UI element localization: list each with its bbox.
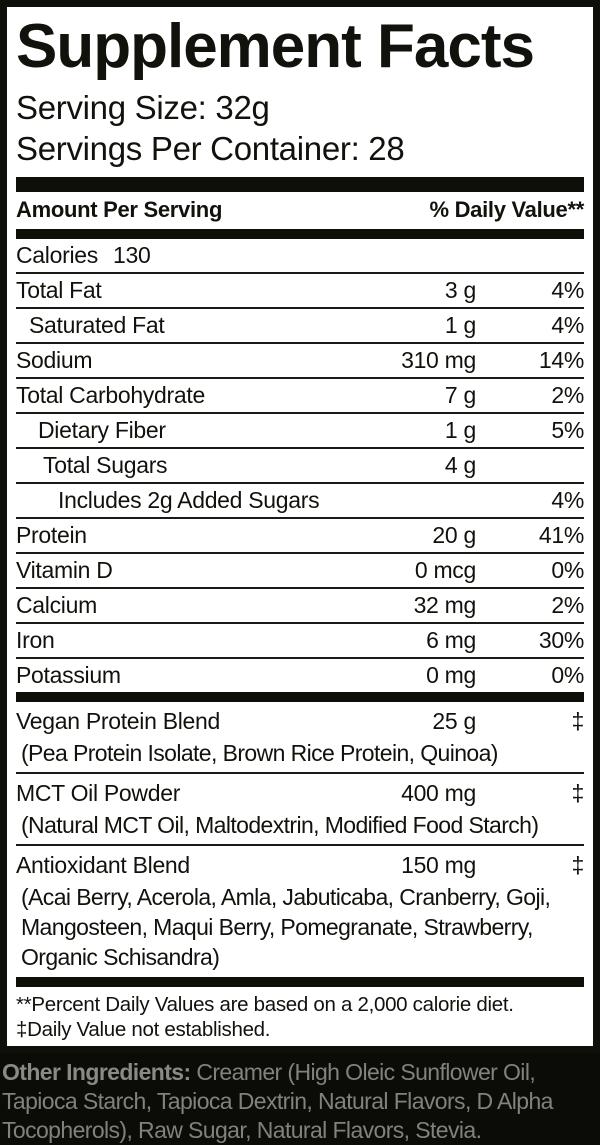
nutrient-amount: 0 mg — [426, 662, 476, 688]
nutrient-name: Iron — [16, 627, 55, 653]
nutrient-amount: 20 g — [432, 522, 476, 548]
blend-dv-symbol: ‡ — [571, 708, 585, 734]
nutrient-daily-value: 5% — [551, 417, 584, 443]
nutrient-daily-value: 0% — [551, 662, 584, 688]
nutrient-amount: 1 g — [444, 312, 476, 338]
serving-size: Serving Size: 32g — [16, 89, 270, 126]
calories-value: 130 — [112, 242, 151, 268]
calories-name: Calories — [16, 242, 98, 268]
footnotes: **Percent Daily Values are based on a 2,… — [16, 987, 584, 1044]
other-ingredients-text-1: Creamer (High Oleic Sunflower Oil, — [196, 1059, 536, 1085]
blend-dv-symbol: ‡ — [571, 780, 585, 806]
nutrient-row: Includes 2g Added Sugars 4% — [16, 484, 584, 519]
nutrient-row: Iron 6 mg 30% — [16, 624, 584, 659]
blend-name: Vegan Protein Blend — [16, 708, 221, 734]
divider-thick-top — [16, 177, 584, 192]
daily-value-header: % Daily Value** — [429, 197, 585, 222]
nutrient-daily-value: 30% — [538, 627, 584, 653]
blend-name: Antioxidant Blend — [16, 852, 190, 878]
blend-heading-row: Vegan Protein Blend 25 g ‡ — [16, 705, 584, 738]
blend-heading-row: Antioxidant Blend 150 mg ‡ — [16, 849, 584, 882]
nutrient-daily-value: 14% — [538, 347, 584, 373]
calories-row: Calories 130 — [16, 239, 584, 274]
other-ingredients-section: Other Ingredients: Creamer (High Oleic S… — [0, 1053, 600, 1145]
nutrient-name: Total Fat — [16, 277, 102, 303]
nutrient-row: Saturated Fat 1 g 4% — [16, 309, 584, 344]
blend-components: (Acai Berry, Acerola, Amla, Jabuticaba, … — [21, 884, 551, 970]
calories-label: Calories 130 — [16, 239, 584, 272]
nutrient-amount: 310 mg — [401, 347, 476, 373]
nutrient-amount: 1 g — [444, 417, 476, 443]
nutrient-daily-value: 4% — [551, 277, 584, 303]
blend-components: (Pea Protein Isolate, Brown Rice Protein… — [21, 740, 498, 766]
facts-title: Supplement Facts — [16, 12, 535, 81]
nutrient-name: Vitamin D — [16, 557, 113, 583]
nutrient-daily-value: 4% — [551, 312, 584, 338]
nutrient-name: Protein — [16, 522, 87, 548]
blend-row: Vegan Protein Blend 25 g ‡ (Pea Protein … — [16, 702, 584, 774]
nutrient-row: Vitamin D 0 mcg 0% — [16, 554, 584, 589]
nutrient-row: Total Carbohydrate 7 g 2% — [16, 379, 584, 414]
footnote-dv-not-established: ‡Daily Value not established. — [16, 1018, 271, 1041]
nutrient-daily-value: 2% — [551, 382, 584, 408]
proprietary-blends: Vegan Protein Blend 25 g ‡ (Pea Protein … — [16, 702, 584, 977]
nutrient-amount: 3 g — [444, 277, 476, 303]
nutrient-daily-value: 41% — [538, 522, 584, 548]
nutrient-amount: 0 mcg — [414, 557, 476, 583]
nutrient-daily-value: 2% — [551, 592, 584, 618]
blend-components: (Natural MCT Oil, Maltodextrin, Modified… — [21, 812, 539, 838]
amount-per-serving-header: Amount Per Serving — [16, 197, 223, 222]
nutrient-table: Calories 130 Total Fat 3 g 4% Saturated F… — [16, 239, 584, 692]
nutrient-amount: 6 mg — [426, 627, 476, 653]
blend-row: Antioxidant Blend 150 mg ‡ (Acai Berry, … — [16, 846, 584, 977]
blend-amount: 25 g — [432, 708, 476, 734]
other-ingredients-label: Other Ingredients: — [2, 1059, 191, 1085]
nutrient-row: Total Fat 3 g 4% — [16, 274, 584, 309]
blend-heading-row: MCT Oil Powder 400 mg ‡ — [16, 777, 584, 810]
nutrient-row: Potassium 0 mg 0% — [16, 659, 584, 692]
nutrient-daily-value: 0% — [551, 557, 584, 583]
nutrient-name: Saturated Fat — [29, 312, 165, 338]
footnote-percent-daily-values: **Percent Daily Values are based on a 2,… — [16, 993, 514, 1016]
nutrient-name: Calcium — [16, 592, 97, 618]
nutrient-name: Dietary Fiber — [38, 417, 166, 443]
nutrient-name: Potassium — [16, 662, 121, 688]
nutrient-row: Sodium 310 mg 14% — [16, 344, 584, 379]
nutrient-row: Total Sugars 4 g — [16, 449, 584, 484]
nutrient-amount: 4 g — [444, 452, 476, 478]
other-ingredients-line-2: Tapioca Starch, Tapioca Dextrin, Natural… — [2, 1088, 553, 1114]
column-header-row: Amount Per Serving % Daily Value** — [16, 192, 584, 229]
servings-per-container: Servings Per Container: 28 — [16, 130, 405, 167]
nutrient-name: Total Carbohydrate — [16, 382, 205, 408]
blend-name: MCT Oil Powder — [16, 780, 181, 806]
nutrient-row: Dietary Fiber 1 g 5% — [16, 414, 584, 449]
divider-below-nutrients — [16, 692, 584, 702]
nutrient-name: Includes 2g Added Sugars — [58, 487, 320, 513]
nutrient-name: Sodium — [16, 347, 93, 373]
nutrient-row: Calcium 32 mg 2% — [16, 589, 584, 624]
blend-amount: 400 mg — [401, 780, 476, 806]
other-ingredients-line-1: Other Ingredients: Creamer (High Oleic S… — [2, 1058, 600, 1087]
blend-amount: 150 mg — [401, 852, 476, 878]
divider-below-blends — [16, 977, 584, 987]
nutrient-amount: 32 mg — [413, 592, 477, 618]
nutrient-amount: 7 g — [444, 382, 476, 408]
nutrient-daily-value: 4% — [551, 487, 584, 513]
divider-below-header — [16, 229, 584, 239]
supplement-facts-panel: Supplement Facts Serving Size: 32g Servi… — [0, 0, 600, 1053]
blend-dv-symbol: ‡ — [571, 852, 585, 878]
nutrient-name: Total Sugars — [43, 452, 168, 478]
nutrient-row: Protein 20 g 41% — [16, 519, 584, 554]
other-ingredients-line-3: Tocopherols), Raw Sugar, Natural Flavors… — [2, 1117, 482, 1143]
blend-row: MCT Oil Powder 400 mg ‡ (Natural MCT Oil… — [16, 774, 584, 846]
